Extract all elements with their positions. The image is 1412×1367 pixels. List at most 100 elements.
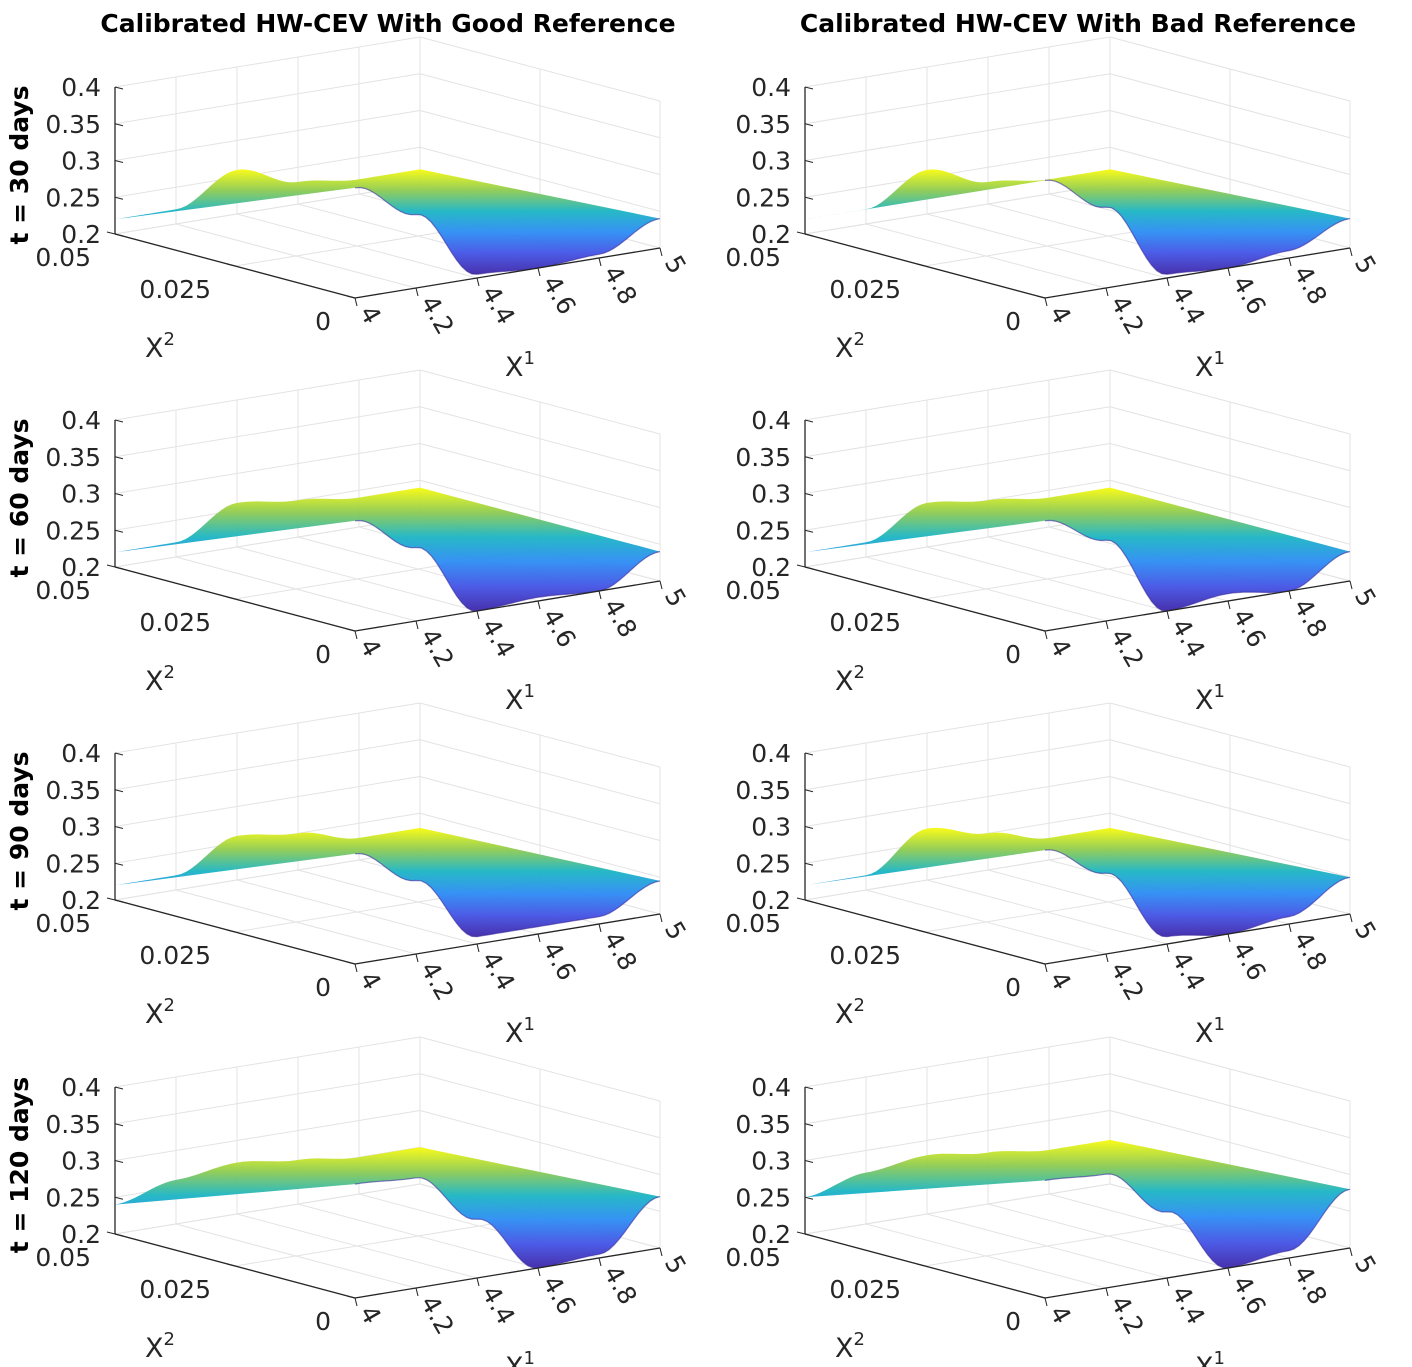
x2-tick-mark — [226, 596, 236, 600]
x1-axis-line — [1044, 913, 1351, 965]
x2-tick-label: 0.05 — [35, 909, 91, 938]
z-tick-label: 0.3 — [751, 480, 791, 509]
surface-front-edge — [354, 852, 661, 938]
x2-tick-label: 0.025 — [829, 275, 901, 304]
z-tick-label: 0.2 — [61, 1220, 101, 1249]
gridline-z-back — [804, 776, 1111, 827]
x1-tick-label: 4.2 — [1105, 957, 1150, 1006]
x1-tick-mark — [659, 580, 663, 590]
x2-tick-label: 0 — [1005, 1307, 1021, 1336]
x2-tick-label: 0 — [315, 640, 331, 669]
x2-axis-label: X2 — [145, 1329, 175, 1364]
z-tick-label: 0.35 — [735, 443, 791, 472]
gridline-z-back — [804, 1110, 1111, 1161]
x2-tick-mark — [226, 929, 236, 933]
gridline-z-back — [114, 1073, 421, 1125]
x1-tick-label: 4.4 — [476, 614, 521, 663]
x2-tick-mark — [796, 564, 806, 568]
x1-tick-label: 4.2 — [1105, 624, 1150, 673]
x1-tick-label: 4 — [354, 301, 387, 329]
z-tick-mark — [114, 1086, 124, 1090]
x1-tick-mark — [1288, 923, 1292, 933]
x1-axis-label: X1 — [505, 1014, 535, 1049]
gridline-x2-floor — [114, 1183, 421, 1235]
x1-tick-mark — [354, 297, 358, 307]
x2-tick-mark — [916, 1263, 926, 1267]
x1-tick-mark — [1105, 287, 1109, 297]
z-tick-label: 0.3 — [61, 1147, 101, 1176]
x1-axis-label: X1 — [1195, 348, 1225, 383]
x1-tick-mark — [1044, 963, 1048, 973]
z-tick-mark — [114, 752, 124, 756]
surface-front-edge — [1044, 179, 1351, 275]
z-tick-label: 0.3 — [61, 813, 101, 842]
z-tick-label: 0.4 — [751, 739, 791, 768]
row-label: t = 30 days — [5, 86, 34, 245]
x2-tick-label: 0.025 — [829, 1275, 901, 1304]
surface — [805, 827, 1350, 937]
x1-tick-mark — [1288, 257, 1292, 267]
x1-tick-mark — [659, 1247, 663, 1257]
gridline-z-back — [114, 146, 421, 198]
x1-tick-mark — [659, 247, 663, 257]
x2-tick-label: 0 — [315, 973, 331, 1002]
z-tick-label: 0.35 — [45, 443, 101, 472]
x2-tick-label: 0.05 — [35, 576, 91, 605]
x1-axis-sup: 1 — [524, 348, 535, 369]
x1-axis-line — [354, 580, 661, 632]
x1-tick-mark — [1044, 630, 1048, 640]
gridline-x2-floor — [234, 1215, 541, 1267]
x1-tick-label: 5 — [659, 251, 692, 279]
gridline-x2-floor — [804, 1183, 1111, 1235]
x2-tick-mark — [226, 1263, 236, 1267]
x1-tick-mark — [476, 610, 480, 620]
x1-tick-mark — [354, 630, 358, 640]
z-tick-mark — [804, 233, 814, 237]
surface — [115, 827, 660, 937]
x1-tick-mark — [1044, 297, 1048, 307]
gridline-z-back — [804, 406, 1111, 458]
z-tick-label: 0.25 — [735, 183, 791, 212]
z-tick-label: 0.2 — [61, 553, 101, 582]
x1-axis-line — [1044, 1247, 1351, 1299]
z-tick-mark — [114, 493, 124, 496]
x1-tick-label: 4 — [1044, 967, 1077, 995]
gridline-x2-floor — [114, 849, 421, 901]
x1-tick-mark — [598, 923, 602, 933]
x2-tick-mark — [1036, 295, 1046, 299]
x1-tick-label: 4.4 — [1166, 947, 1211, 996]
x2-axis-label: X2 — [835, 329, 865, 364]
surface — [115, 487, 660, 611]
x1-tick-mark — [537, 933, 541, 943]
gridline-z-back — [804, 369, 1111, 421]
panel-r3-c1: 0.2 0.25 0.3 0.35 0.4 4 4.2 4.4 4.6 4.8 5 0 0.025 0.0… — [725, 1036, 1382, 1367]
z-tick-mark — [114, 160, 124, 163]
x1-axis-sup: 1 — [1214, 1014, 1225, 1035]
x1-axis-label: X1 — [505, 348, 535, 383]
gridline-z-back — [114, 73, 421, 125]
x1-tick-mark — [1227, 933, 1231, 943]
x2-tick-label: 0.05 — [725, 1243, 781, 1272]
surface-front-edge — [1044, 1173, 1351, 1269]
x2-tick-label: 0.025 — [829, 941, 901, 970]
x1-tick-label: 4.8 — [598, 927, 643, 976]
x2-axis-sup: 2 — [854, 1329, 865, 1350]
surface-front-edge — [354, 186, 661, 275]
z-tick-mark — [114, 233, 124, 237]
x1-tick-label: 4.8 — [598, 594, 643, 643]
x1-tick-mark — [354, 1297, 358, 1307]
x1-axis-line — [1044, 247, 1351, 299]
x1-tick-label: 4 — [1044, 301, 1077, 329]
z-tick-mark — [804, 196, 814, 200]
x2-axis-sup: 2 — [854, 995, 865, 1016]
gridline-z-back — [114, 1110, 421, 1161]
gridline-z-back — [114, 702, 421, 754]
z-tick-label: 0.25 — [45, 516, 101, 545]
x1-axis-sup: 1 — [524, 681, 535, 702]
z-tick-label: 0.35 — [45, 110, 101, 139]
x2-axis-sup: 2 — [854, 329, 865, 350]
x2-axis-label: X2 — [145, 329, 175, 364]
z-tick-label: 0.3 — [751, 813, 791, 842]
x1-axis-line — [354, 1247, 661, 1299]
x1-tick-label: 4.8 — [598, 1261, 643, 1310]
